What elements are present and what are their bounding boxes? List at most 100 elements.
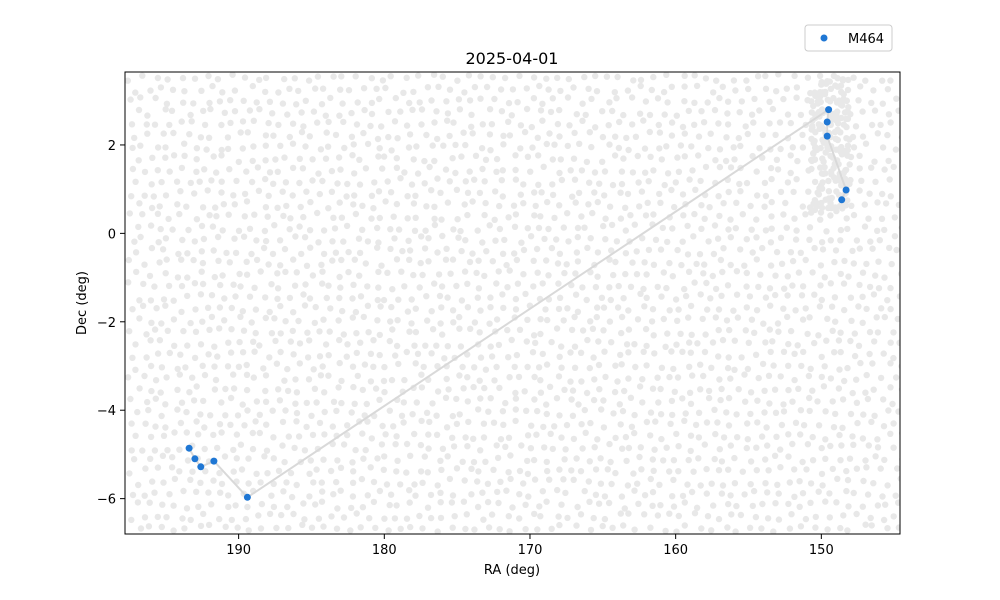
- field-marker: [381, 453, 388, 460]
- field-marker: [487, 343, 494, 350]
- field-marker: [237, 441, 245, 448]
- field-marker: [306, 227, 314, 234]
- field-marker: [195, 431, 202, 438]
- field-marker: [896, 339, 900, 346]
- field-marker: [319, 363, 326, 370]
- field-marker: [548, 244, 556, 252]
- field-marker: [570, 84, 577, 91]
- field-marker: [793, 94, 800, 101]
- field-marker: [734, 434, 741, 441]
- field-marker: [678, 261, 685, 269]
- field-marker: [673, 430, 680, 438]
- field-marker: [497, 436, 505, 443]
- field-marker: [636, 110, 644, 117]
- field-marker: [462, 141, 469, 149]
- field-marker: [437, 320, 444, 327]
- field-marker: [144, 398, 151, 406]
- field-marker: [282, 179, 290, 186]
- field-marker: [607, 296, 614, 304]
- field-marker: [222, 412, 229, 419]
- field-marker: [371, 179, 378, 186]
- field-marker: [408, 296, 415, 303]
- field-marker: [473, 269, 480, 277]
- field-marker: [232, 249, 240, 257]
- field-marker: [549, 191, 557, 199]
- field-marker: [718, 458, 726, 465]
- field-marker: [859, 108, 866, 115]
- field-marker: [668, 186, 675, 194]
- field-marker: [310, 366, 317, 373]
- field-marker: [839, 76, 847, 83]
- field-marker: [807, 480, 815, 487]
- field-marker: [479, 489, 486, 496]
- field-marker: [757, 271, 764, 278]
- field-marker: [833, 99, 841, 106]
- field-marker: [151, 447, 159, 454]
- field-marker: [449, 155, 456, 162]
- field-marker: [724, 364, 732, 372]
- field-marker: [859, 319, 866, 326]
- field-marker: [253, 398, 261, 405]
- field-marker: [301, 516, 308, 523]
- field-marker: [276, 237, 284, 244]
- field-marker: [573, 111, 580, 118]
- field-marker: [163, 514, 170, 521]
- field-marker: [450, 443, 458, 450]
- field-marker: [444, 110, 452, 117]
- field-marker: [264, 213, 271, 220]
- field-marker: [381, 515, 388, 522]
- field-marker: [827, 85, 835, 93]
- field-marker: [500, 304, 507, 312]
- field-marker: [688, 143, 695, 150]
- field-marker: [437, 499, 444, 506]
- field-marker: [227, 421, 234, 428]
- field-marker: [585, 201, 592, 208]
- field-marker: [601, 493, 609, 500]
- field-marker: [183, 203, 190, 210]
- field-marker: [273, 360, 281, 367]
- field-marker: [882, 501, 889, 508]
- field-marker: [178, 399, 186, 406]
- field-marker: [410, 88, 417, 96]
- field-marker: [252, 418, 259, 425]
- field-marker: [157, 389, 164, 396]
- field-marker: [762, 85, 770, 93]
- field-marker: [835, 385, 843, 392]
- field-marker: [393, 342, 401, 350]
- field-marker: [433, 108, 440, 115]
- field-marker: [168, 464, 176, 471]
- field-marker: [378, 262, 385, 269]
- field-marker: [237, 129, 244, 136]
- field-marker: [547, 108, 555, 116]
- field-marker: [827, 152, 834, 160]
- field-marker: [766, 285, 774, 292]
- field-marker: [321, 389, 328, 396]
- field-marker: [730, 307, 737, 314]
- field-marker: [614, 304, 622, 311]
- field-marker: [623, 341, 631, 348]
- field-marker: [776, 119, 784, 126]
- field-marker: [507, 452, 514, 459]
- field-marker: [660, 269, 667, 276]
- field-marker: [320, 456, 327, 463]
- field-marker: [317, 146, 325, 153]
- field-marker: [754, 419, 761, 426]
- field-marker: [637, 290, 644, 297]
- field-marker: [634, 152, 641, 160]
- field-marker: [730, 144, 737, 151]
- field-marker: [311, 385, 319, 392]
- field-marker: [487, 294, 494, 301]
- field-marker: [132, 249, 140, 256]
- field-marker: [555, 373, 563, 380]
- field-marker: [335, 154, 343, 161]
- field-marker: [419, 479, 426, 486]
- field-marker: [229, 72, 236, 78]
- field-marker: [154, 167, 161, 174]
- field-marker: [586, 458, 593, 465]
- field-marker: [506, 528, 513, 534]
- field-marker: [630, 77, 637, 84]
- field-marker: [590, 514, 597, 522]
- field-marker: [759, 131, 766, 139]
- field-marker: [287, 215, 294, 222]
- x-tick-label: 180: [372, 543, 397, 558]
